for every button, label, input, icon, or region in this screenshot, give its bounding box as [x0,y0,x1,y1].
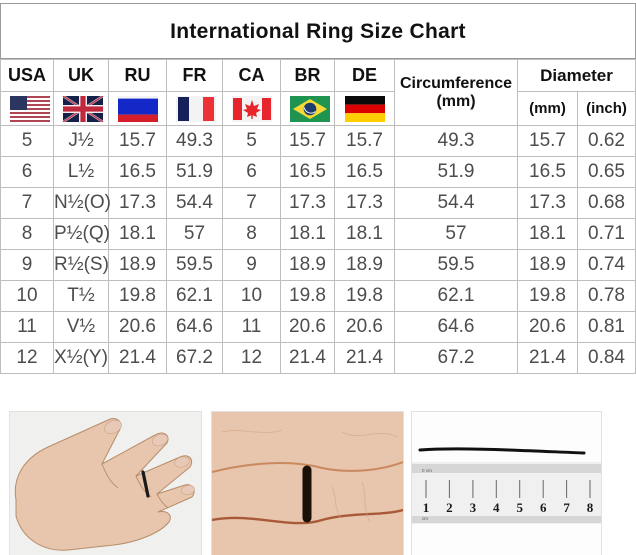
svg-text:3: 3 [470,500,477,515]
svg-text:4: 4 [493,500,500,515]
svg-text:cm: cm [422,516,428,521]
svg-text:1: 1 [423,500,430,515]
svg-text:5: 5 [516,500,523,515]
svg-text:0 cm: 0 cm [422,468,432,473]
svg-text:8: 8 [587,500,594,515]
svg-text:7: 7 [563,500,570,515]
svg-text:6: 6 [540,500,547,515]
svg-text:2: 2 [446,500,453,515]
